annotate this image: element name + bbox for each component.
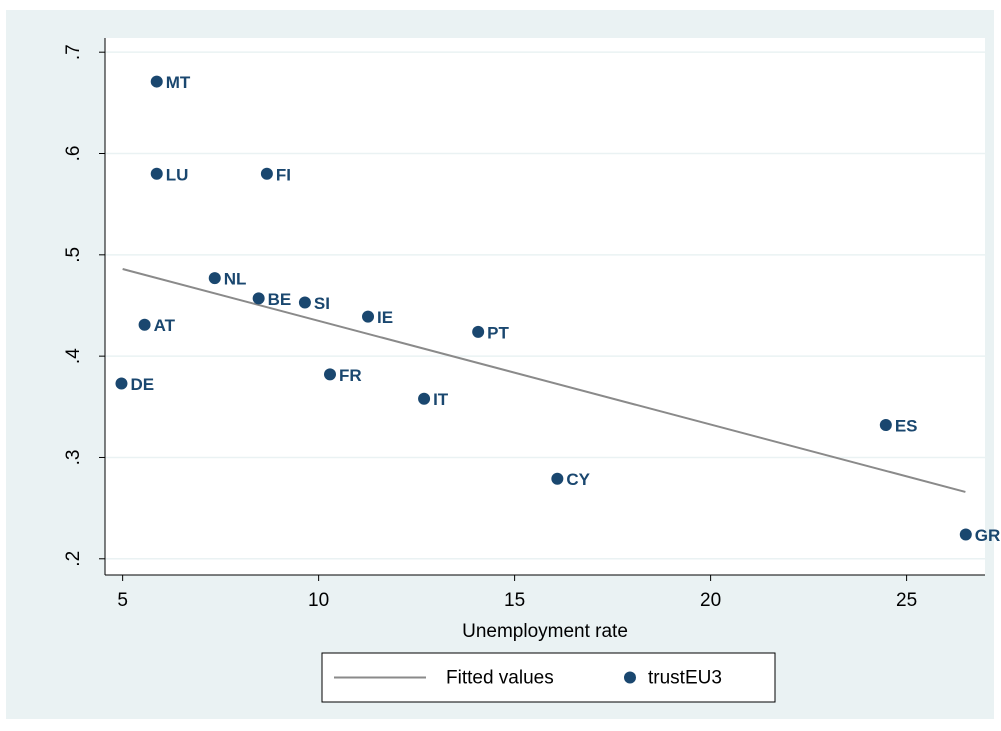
y-tick-label: .5 xyxy=(63,247,84,263)
point xyxy=(418,392,431,405)
x-axis-title: Unemployment rate xyxy=(462,621,628,642)
point-label: GR xyxy=(975,526,1001,545)
point xyxy=(959,528,972,541)
x-tick-label: 5 xyxy=(117,590,128,611)
point-label: FR xyxy=(339,366,362,385)
point xyxy=(138,318,151,331)
point-label: DE xyxy=(130,375,154,394)
point-label: CY xyxy=(566,470,590,489)
point-label: LU xyxy=(166,165,189,184)
point-label: MT xyxy=(166,73,191,92)
y-tick-label: .6 xyxy=(63,146,84,162)
point xyxy=(362,310,375,323)
point-label: AT xyxy=(154,316,176,335)
point-label: IT xyxy=(433,390,449,409)
point-label: FI xyxy=(276,165,291,184)
fitted-line xyxy=(122,268,966,493)
point xyxy=(260,167,273,180)
y-tick-label: .3 xyxy=(63,450,84,466)
point-label: PT xyxy=(487,323,509,342)
x-tick-label: 10 xyxy=(308,590,329,611)
x-tick-label: 20 xyxy=(700,590,721,611)
x-tick-label: 25 xyxy=(896,590,917,611)
point-label: NL xyxy=(224,270,247,289)
point xyxy=(208,272,221,285)
y-tick-label: .2 xyxy=(63,551,84,567)
point-label: IE xyxy=(377,308,393,327)
legend-marker xyxy=(624,671,636,684)
point xyxy=(298,296,311,309)
plot-area xyxy=(105,38,985,575)
point xyxy=(252,292,265,305)
point-label: SI xyxy=(314,294,330,313)
legend-label: Fitted values xyxy=(446,668,554,689)
point xyxy=(150,167,163,180)
y-tick-label: .7 xyxy=(63,44,84,60)
point-label: BE xyxy=(268,290,292,309)
point xyxy=(879,419,892,432)
legend-label: trustEU3 xyxy=(648,668,722,689)
point xyxy=(150,75,163,88)
y-tick-label: .4 xyxy=(63,348,84,364)
point xyxy=(551,472,564,485)
point xyxy=(323,368,336,381)
x-tick-label: 15 xyxy=(504,590,525,611)
point-label: ES xyxy=(895,417,918,436)
point xyxy=(472,325,485,338)
point xyxy=(115,377,128,390)
